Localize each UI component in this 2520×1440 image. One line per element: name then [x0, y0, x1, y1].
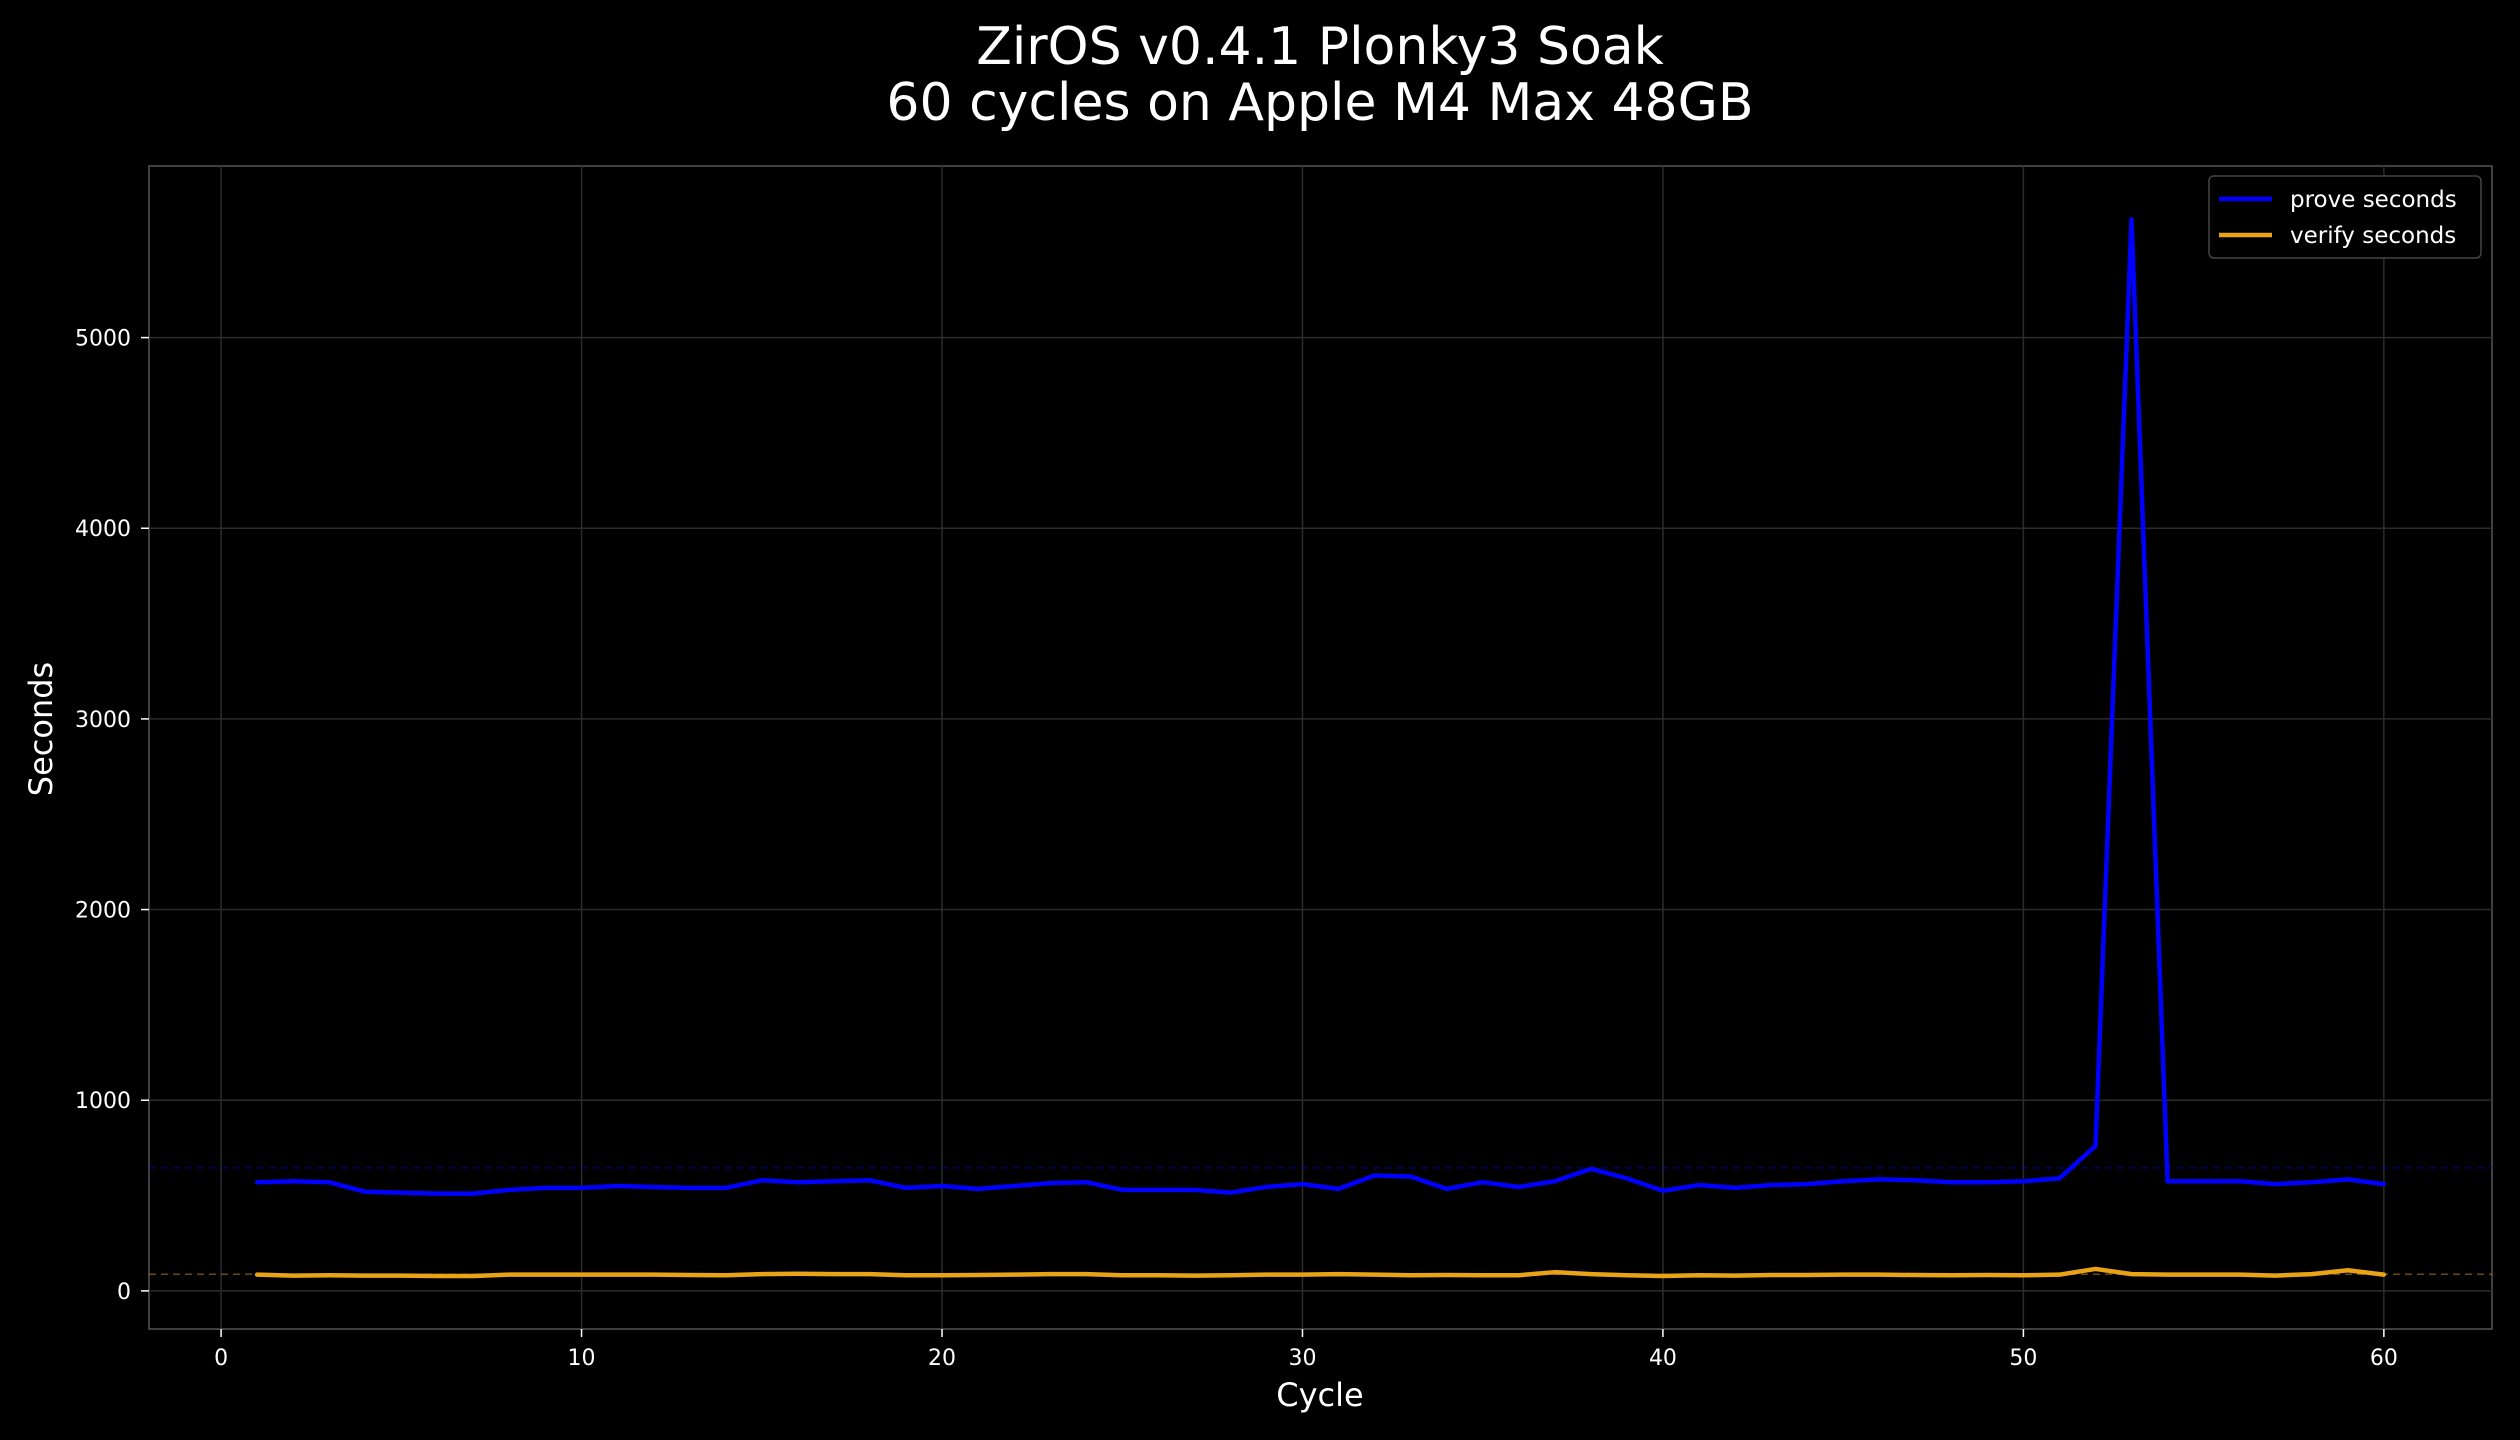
y-tick-label: 4000 [75, 517, 131, 542]
y-tick-label: 5000 [75, 327, 131, 352]
grid-lines [149, 166, 2492, 1329]
x-axis-label: Cycle [1276, 1376, 1363, 1414]
series-lines [254, 217, 2387, 1279]
legend-box [2208, 175, 2482, 259]
y-tick-label: 0 [117, 1280, 131, 1305]
y-axis-ticks: 0 1000 2000 3000 4000 5000 [75, 327, 149, 1305]
series-line-verify [254, 1266, 2387, 1279]
legend-label-prove: prove seconds [2290, 187, 2457, 213]
y-tick-label: 2000 [75, 899, 131, 924]
x-tick-label: 20 [928, 1346, 956, 1371]
legend-label-verify: verify seconds [2290, 223, 2456, 249]
chart-subtitle: 60 cycles on Apple M4 Max 48GB [886, 73, 1753, 133]
y-axis-label: Seconds [22, 662, 60, 796]
y-tick-label: 1000 [75, 1089, 131, 1114]
chart-title: ZirOS v0.4.1 Plonky3 Soak [976, 17, 1664, 77]
x-tick-label: 10 [568, 1346, 596, 1371]
y-tick-label: 3000 [75, 708, 131, 733]
series-line-prove [254, 217, 2387, 1196]
x-tick-label: 50 [2009, 1346, 2037, 1371]
x-axis-ticks: 0 10 20 30 40 50 60 [214, 1329, 2398, 1371]
legend: prove seconds verify seconds [2208, 175, 2482, 259]
x-tick-label: 30 [1288, 1346, 1316, 1371]
x-tick-label: 40 [1649, 1346, 1677, 1371]
plot-area [148, 165, 2493, 1330]
x-tick-label: 60 [2370, 1346, 2398, 1371]
x-tick-label: 0 [214, 1346, 228, 1371]
